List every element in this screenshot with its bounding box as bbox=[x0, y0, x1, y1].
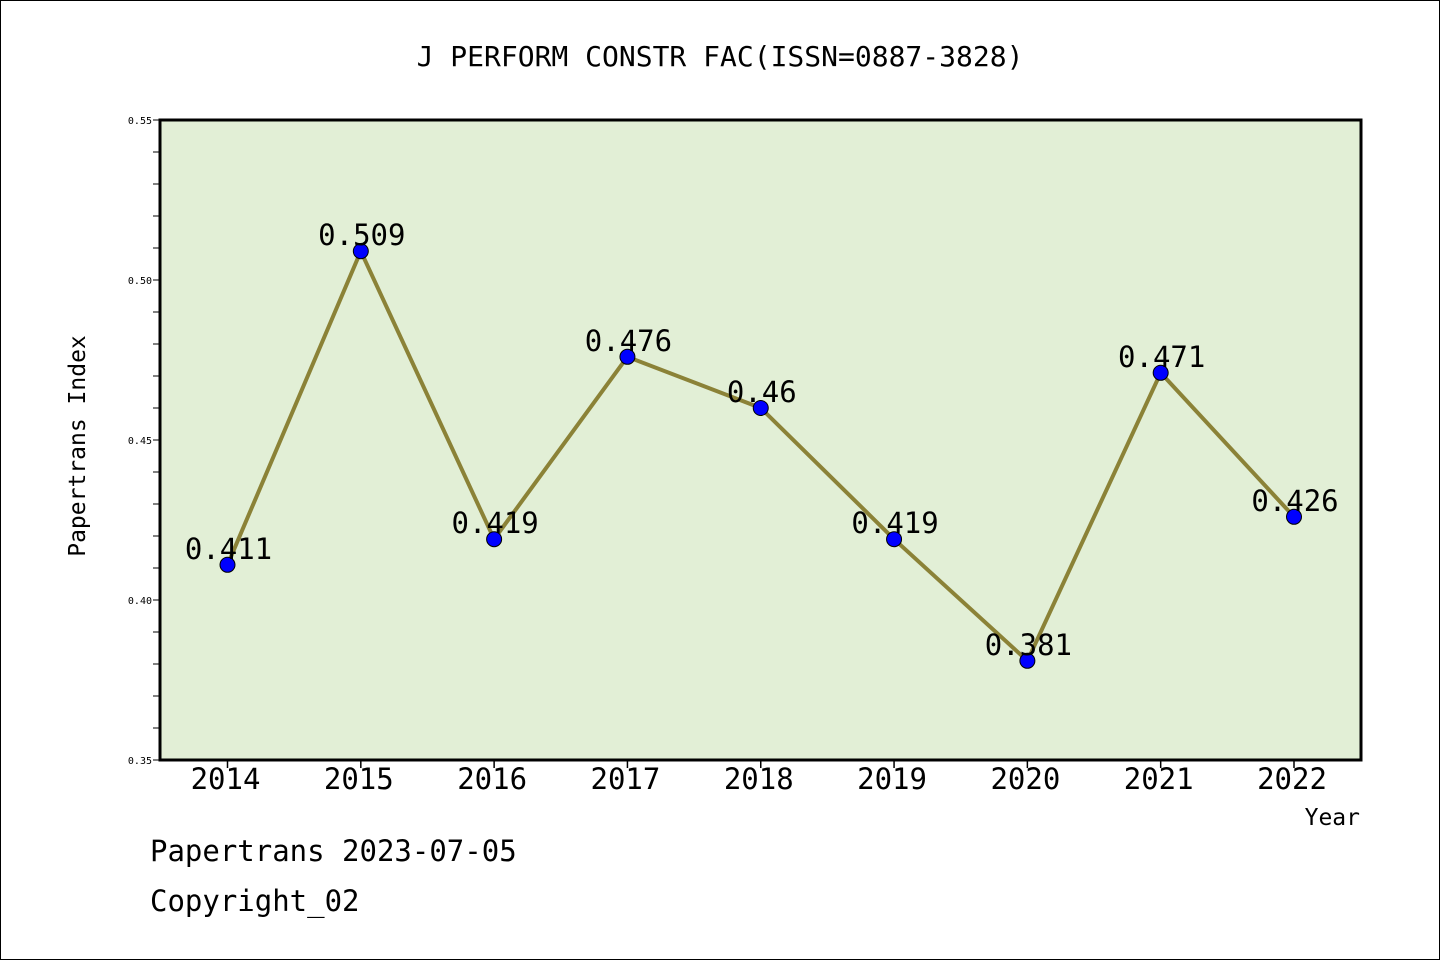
data-points bbox=[219, 243, 1302, 669]
data-point bbox=[752, 400, 769, 416]
data-point bbox=[1286, 508, 1302, 525]
y-tick-label: 0.35 bbox=[128, 756, 152, 767]
y-tick-label: 0.45 bbox=[128, 436, 152, 447]
x-tick-label: 2018 bbox=[724, 762, 794, 796]
x-tick-label: 2021 bbox=[1124, 762, 1194, 796]
data-labels: 0.411 0.509 0.419 0.476 0.46 0.419 0.381 0.471 0… bbox=[185, 218, 1339, 662]
data-label: 0.509 bbox=[318, 218, 405, 252]
footer-date: Papertrans 2023-07-05 bbox=[150, 834, 517, 868]
chart-title: J PERFORM CONSTR FAC(ISSN=0887-3828) bbox=[417, 40, 1024, 73]
data-point bbox=[1152, 364, 1169, 381]
x-tick-label: 2014 bbox=[191, 762, 261, 796]
x-tick-labels: 2014 2015 2016 2017 2018 2019 2020 2021 2022 bbox=[191, 762, 1327, 796]
data-point bbox=[619, 348, 636, 365]
x-ticks bbox=[226, 760, 1295, 768]
plot-area bbox=[158, 118, 1363, 762]
data-label: 0.419 bbox=[451, 506, 538, 540]
y-axis-label: Papertrans Index bbox=[65, 335, 91, 557]
y-tick-labels: 0.35 0.40 0.45 0.50 0.55 bbox=[128, 116, 152, 767]
data-label: 0.381 bbox=[985, 628, 1072, 662]
data-label: 0.471 bbox=[1118, 340, 1205, 374]
data-point bbox=[219, 556, 236, 573]
data-label: 0.411 bbox=[185, 532, 272, 566]
x-tick-label: 2017 bbox=[591, 762, 661, 796]
y-tick-label: 0.50 bbox=[128, 276, 152, 287]
data-label: 0.46 bbox=[727, 375, 797, 409]
y-tick-label: 0.55 bbox=[128, 116, 152, 127]
x-axis-label: Year bbox=[1305, 805, 1360, 831]
data-label: 0.476 bbox=[585, 324, 672, 358]
data-label: 0.426 bbox=[1251, 484, 1338, 518]
x-tick-label: 2016 bbox=[457, 762, 527, 796]
data-point bbox=[352, 243, 369, 260]
footer-copyright: Copyright_02 bbox=[150, 884, 360, 918]
data-point bbox=[486, 531, 503, 548]
x-tick-label: 2020 bbox=[990, 762, 1060, 796]
x-tick-label: 2022 bbox=[1257, 762, 1327, 796]
y-minor-ticks bbox=[153, 119, 160, 761]
data-point bbox=[886, 531, 903, 548]
data-point bbox=[1019, 652, 1036, 669]
y-tick-label: 0.40 bbox=[128, 596, 152, 607]
data-label: 0.419 bbox=[851, 506, 938, 540]
x-tick-label: 2015 bbox=[324, 762, 394, 796]
x-tick-label: 2019 bbox=[857, 762, 927, 796]
